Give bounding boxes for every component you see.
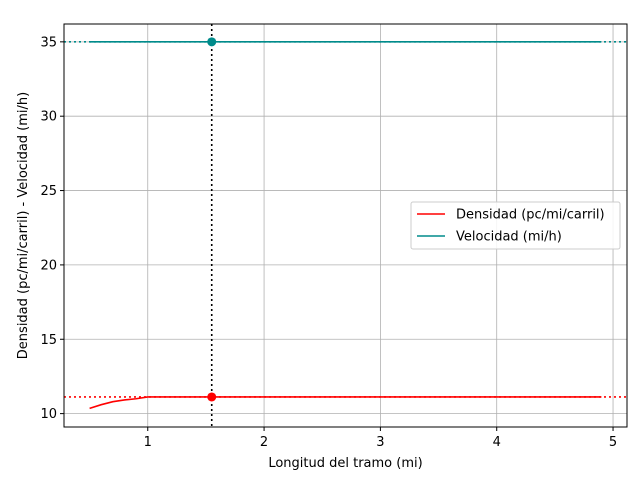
x-tick-label: 3 — [376, 435, 384, 450]
y-tick-label: 25 — [40, 184, 57, 199]
x-tick-label: 5 — [609, 435, 617, 450]
density-marker — [207, 392, 217, 402]
x-tick-label: 2 — [260, 435, 268, 450]
density-series-line — [89, 396, 602, 410]
legend-label-velocity: Velocidad (mi/h) — [456, 230, 562, 245]
y-tick-label: 10 — [40, 407, 57, 422]
legend: Densidad (pc/mi/carril) Velocidad (mi/h) — [410, 201, 621, 250]
y-tick-label: 20 — [40, 258, 57, 273]
legend-box — [410, 201, 621, 250]
x-axis-label: Longitud del tramo (mi) — [268, 456, 422, 471]
y-axis-label: Densidad (pc/mi/carril) - Velocidad (mi/… — [16, 92, 31, 359]
x-tick-label: 1 — [144, 435, 152, 450]
plot-frame — [63, 23, 628, 428]
markers — [207, 37, 217, 402]
x-tick-label: 4 — [493, 435, 501, 450]
y-tick-label: 30 — [40, 110, 57, 125]
y-tick-label: 15 — [40, 333, 57, 348]
legend-label-density: Densidad (pc/mi/carril) — [456, 208, 605, 223]
ticks: 1 2 3 4 5 10 15 20 25 30 35 — [40, 35, 617, 450]
series-lines — [89, 41, 602, 410]
velocity-marker — [207, 37, 217, 47]
y-tick-label: 35 — [40, 35, 57, 50]
